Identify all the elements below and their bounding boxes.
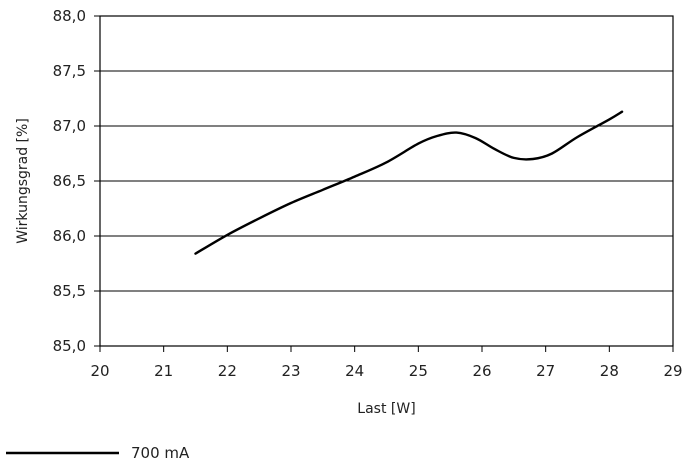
y-tick-label: 86,0	[53, 227, 86, 245]
x-tick-label: 21	[154, 362, 173, 380]
x-axis-title: Last [W]	[357, 401, 415, 417]
x-tick-label: 26	[472, 362, 491, 380]
legend-label: 700 mA	[131, 444, 190, 462]
y-tick-label: 88,0	[53, 7, 86, 25]
x-tick-label: 20	[90, 362, 109, 380]
y-tick-label: 86,5	[53, 172, 86, 190]
series-line	[194, 110, 624, 255]
legend: 700 mA	[6, 444, 190, 462]
y-axis-title: Wirkungsgrad [%]	[15, 118, 31, 244]
x-tick-label: 27	[536, 362, 555, 380]
x-tick-label: 23	[281, 362, 300, 380]
y-tick-label: 85,0	[53, 337, 86, 355]
y-tick-label: 85,5	[53, 282, 86, 300]
y-tick-label: 87,0	[53, 117, 86, 135]
plot-area-frame	[99, 15, 674, 347]
x-tick-label: 25	[409, 362, 428, 380]
ticks	[94, 15, 674, 352]
y-tick-label: 87,5	[53, 62, 86, 80]
x-tick-label: 28	[600, 362, 619, 380]
series-lines	[194, 110, 624, 255]
tick-labels: 85,0 85,5 86,0 86,5 87,0 87,5 88,0 20 21 22 23 24 25…	[53, 7, 683, 380]
gridlines	[100, 15, 673, 347]
x-tick-label: 24	[345, 362, 364, 380]
x-tick-label: 22	[218, 362, 237, 380]
x-tick-label: 29	[663, 362, 682, 380]
